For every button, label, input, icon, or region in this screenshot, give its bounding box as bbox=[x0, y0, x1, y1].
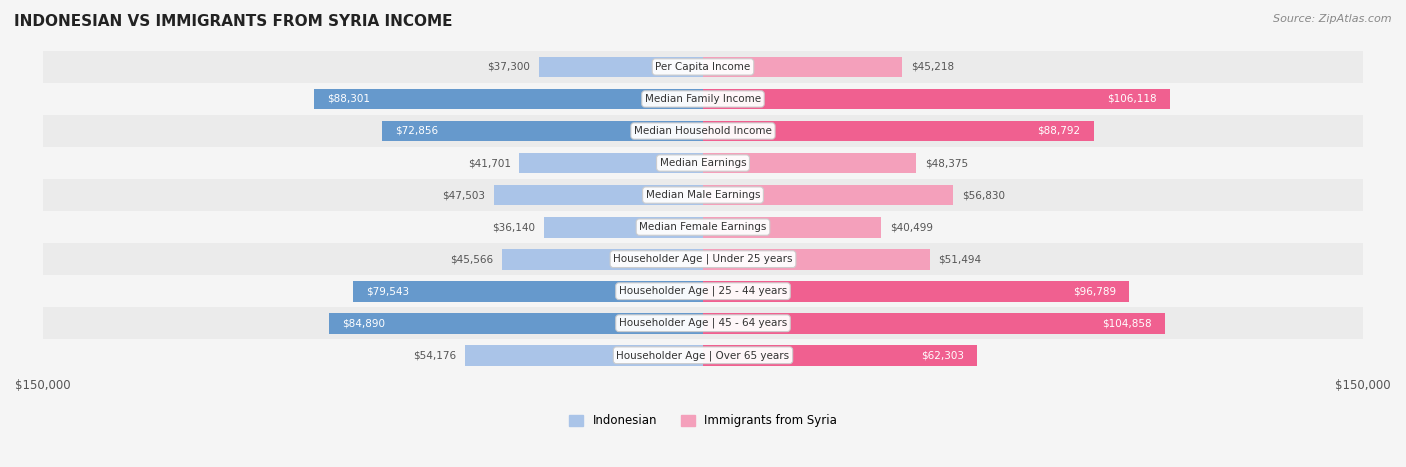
Text: $36,140: $36,140 bbox=[492, 222, 536, 232]
Bar bbox=[538, 57, 703, 78]
Bar bbox=[42, 179, 1364, 211]
Legend: Indonesian, Immigrants from Syria: Indonesian, Immigrants from Syria bbox=[569, 414, 837, 427]
Bar bbox=[42, 147, 1364, 179]
Text: $104,858: $104,858 bbox=[1102, 318, 1152, 328]
Text: $54,176: $54,176 bbox=[412, 350, 456, 360]
Bar bbox=[315, 89, 703, 109]
Text: $72,856: $72,856 bbox=[395, 126, 439, 136]
Bar bbox=[329, 313, 703, 333]
Bar bbox=[502, 249, 703, 269]
Text: Median Earnings: Median Earnings bbox=[659, 158, 747, 168]
Bar bbox=[703, 217, 882, 238]
Bar bbox=[703, 345, 977, 366]
Text: $88,792: $88,792 bbox=[1038, 126, 1081, 136]
Bar bbox=[703, 184, 953, 205]
Text: $84,890: $84,890 bbox=[343, 318, 385, 328]
Bar bbox=[382, 120, 703, 142]
Text: $37,300: $37,300 bbox=[486, 62, 530, 72]
Bar bbox=[42, 243, 1364, 275]
Bar bbox=[703, 313, 1164, 333]
Text: Median Female Earnings: Median Female Earnings bbox=[640, 222, 766, 232]
Bar bbox=[544, 217, 703, 238]
Bar bbox=[353, 281, 703, 302]
Text: Median Household Income: Median Household Income bbox=[634, 126, 772, 136]
Bar bbox=[42, 83, 1364, 115]
Bar bbox=[42, 275, 1364, 307]
Bar bbox=[703, 281, 1129, 302]
Bar bbox=[703, 120, 1094, 142]
Text: INDONESIAN VS IMMIGRANTS FROM SYRIA INCOME: INDONESIAN VS IMMIGRANTS FROM SYRIA INCO… bbox=[14, 14, 453, 29]
Text: Householder Age | 25 - 44 years: Householder Age | 25 - 44 years bbox=[619, 286, 787, 297]
Bar bbox=[703, 57, 903, 78]
Text: Householder Age | Over 65 years: Householder Age | Over 65 years bbox=[616, 350, 790, 361]
Text: $96,789: $96,789 bbox=[1073, 286, 1116, 296]
Text: $45,218: $45,218 bbox=[911, 62, 953, 72]
Bar bbox=[703, 249, 929, 269]
Text: Householder Age | Under 25 years: Householder Age | Under 25 years bbox=[613, 254, 793, 264]
Bar bbox=[703, 153, 915, 173]
Bar bbox=[42, 339, 1364, 371]
Text: Median Male Earnings: Median Male Earnings bbox=[645, 190, 761, 200]
Text: Median Family Income: Median Family Income bbox=[645, 94, 761, 104]
Text: $56,830: $56,830 bbox=[962, 190, 1005, 200]
Bar bbox=[494, 184, 703, 205]
Text: $51,494: $51,494 bbox=[938, 254, 981, 264]
Text: $47,503: $47,503 bbox=[441, 190, 485, 200]
Text: $41,701: $41,701 bbox=[468, 158, 510, 168]
Text: $106,118: $106,118 bbox=[1107, 94, 1157, 104]
Text: Householder Age | 45 - 64 years: Householder Age | 45 - 64 years bbox=[619, 318, 787, 328]
Text: $88,301: $88,301 bbox=[328, 94, 371, 104]
Bar bbox=[42, 51, 1364, 83]
Bar bbox=[42, 211, 1364, 243]
Bar bbox=[42, 307, 1364, 339]
Text: $62,303: $62,303 bbox=[921, 350, 965, 360]
Text: $48,375: $48,375 bbox=[925, 158, 967, 168]
Bar bbox=[519, 153, 703, 173]
Bar bbox=[703, 89, 1170, 109]
Bar bbox=[464, 345, 703, 366]
Text: $45,566: $45,566 bbox=[450, 254, 494, 264]
Text: Source: ZipAtlas.com: Source: ZipAtlas.com bbox=[1274, 14, 1392, 24]
Bar bbox=[42, 115, 1364, 147]
Text: $40,499: $40,499 bbox=[890, 222, 934, 232]
Text: $79,543: $79,543 bbox=[366, 286, 409, 296]
Text: Per Capita Income: Per Capita Income bbox=[655, 62, 751, 72]
